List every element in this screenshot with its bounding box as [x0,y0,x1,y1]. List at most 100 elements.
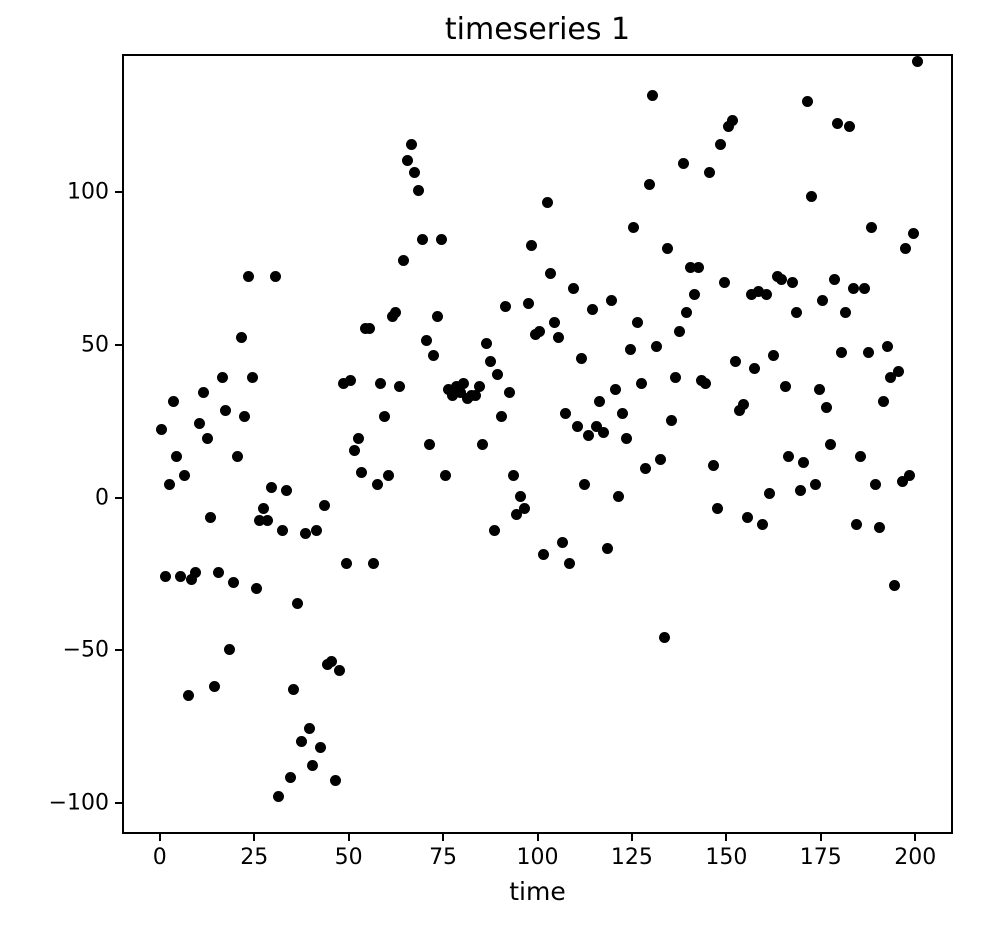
data-point [708,460,719,471]
data-point [402,155,413,166]
data-point [670,372,681,383]
data-point [806,191,817,202]
data-point [583,430,594,441]
data-point [394,381,405,392]
y-tick-mark [115,649,122,651]
data-point [780,381,791,392]
data-point [523,298,534,309]
data-point [406,139,417,150]
data-point [542,197,553,208]
data-point [417,234,428,245]
data-point [209,681,220,692]
data-point [704,167,715,178]
data-point [175,571,186,582]
data-point [379,411,390,422]
data-point [277,525,288,536]
data-point [372,479,383,490]
data-point [330,775,341,786]
data-point [432,311,443,322]
data-point [319,500,330,511]
data-point [878,396,889,407]
data-point [171,451,182,462]
data-point [742,512,753,523]
y-tick-mark [115,344,122,346]
data-point [594,396,605,407]
data-point [678,158,689,169]
data-point [749,363,760,374]
data-point [904,470,915,481]
x-tick-mark [253,834,255,841]
data-point [421,335,432,346]
data-point [538,549,549,560]
data-point [851,519,862,530]
data-point [610,384,621,395]
data-point [364,323,375,334]
data-point [727,115,738,126]
y-tick-label: −50 [63,638,109,663]
data-point [866,222,877,233]
data-point [183,690,194,701]
data-point [368,558,379,569]
data-point [304,723,315,734]
data-point [666,415,677,426]
data-point [900,243,911,254]
x-tick-mark [914,834,916,841]
data-point [262,515,273,526]
data-point [228,577,239,588]
data-point [383,470,394,481]
y-tick-mark [115,191,122,193]
data-point [655,454,666,465]
data-point [217,372,228,383]
data-point [768,350,779,361]
data-point [863,347,874,358]
data-point [832,118,843,129]
data-point [893,366,904,377]
data-point [413,185,424,196]
data-point [647,90,658,101]
figure: timeseries 1 time 0255075100125150175200… [0,0,985,930]
data-point [874,522,885,533]
data-point [251,583,262,594]
data-point [640,463,651,474]
data-point [674,326,685,337]
data-point [908,228,919,239]
data-point [545,268,556,279]
data-point [776,274,787,285]
data-point [764,488,775,499]
data-point [285,772,296,783]
data-point [534,326,545,337]
data-point [598,427,609,438]
data-point [557,537,568,548]
data-point [802,96,813,107]
data-point [798,457,809,468]
data-point [644,179,655,190]
data-point [810,479,821,490]
x-tick-label: 50 [335,845,363,870]
data-point [848,283,859,294]
data-point [587,304,598,315]
data-point [602,543,613,554]
data-point [855,451,866,462]
data-point [190,567,201,578]
data-point [458,378,469,389]
data-point [300,528,311,539]
data-point [428,350,439,361]
x-tick-mark [348,834,350,841]
x-tick-label: 75 [429,845,457,870]
data-point [576,353,587,364]
data-point [356,467,367,478]
data-point [791,307,802,318]
data-point [606,295,617,306]
y-tick-label: 0 [95,485,109,510]
data-point [474,381,485,392]
data-point [270,271,281,282]
data-point [292,598,303,609]
data-point [836,347,847,358]
data-point [787,277,798,288]
y-tick-mark [115,802,122,804]
data-point [258,503,269,514]
data-point [515,491,526,502]
y-tick-label: −100 [49,791,109,816]
data-point [757,519,768,530]
data-point [296,736,307,747]
